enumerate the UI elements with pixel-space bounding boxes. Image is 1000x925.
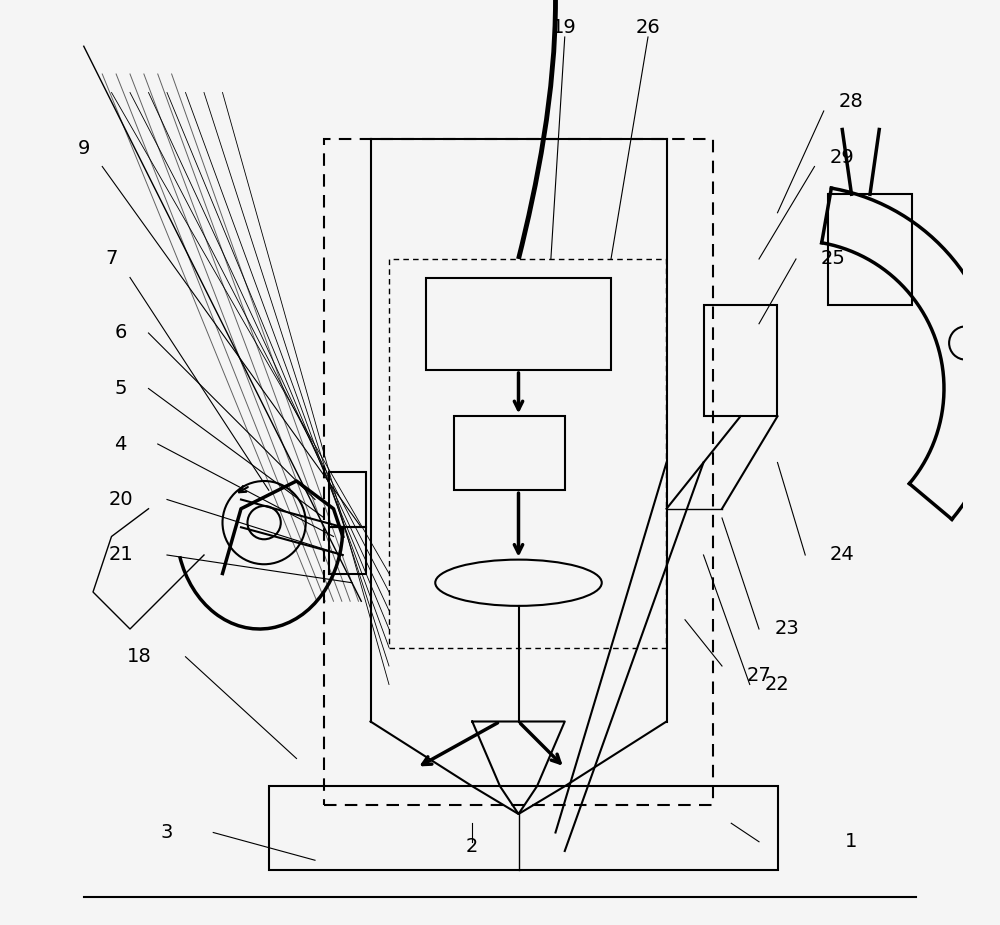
Text: 7: 7 <box>105 250 118 268</box>
Text: 21: 21 <box>108 546 133 564</box>
Text: 3: 3 <box>161 823 173 842</box>
Text: 24: 24 <box>830 546 855 564</box>
Text: 19: 19 <box>552 18 577 37</box>
Text: 18: 18 <box>127 648 152 666</box>
Text: 22: 22 <box>765 675 790 694</box>
Text: 1: 1 <box>845 832 858 851</box>
Text: 28: 28 <box>839 92 864 111</box>
Text: 27: 27 <box>747 666 771 684</box>
Text: 23: 23 <box>774 620 799 638</box>
Text: 4: 4 <box>115 435 127 453</box>
Text: 26: 26 <box>636 18 660 37</box>
Text: 25: 25 <box>821 250 845 268</box>
Text: 5: 5 <box>114 379 127 398</box>
Text: 2: 2 <box>466 837 478 856</box>
Text: 9: 9 <box>78 139 90 157</box>
Text: 20: 20 <box>108 490 133 509</box>
Text: 6: 6 <box>115 324 127 342</box>
Text: 29: 29 <box>830 148 855 166</box>
